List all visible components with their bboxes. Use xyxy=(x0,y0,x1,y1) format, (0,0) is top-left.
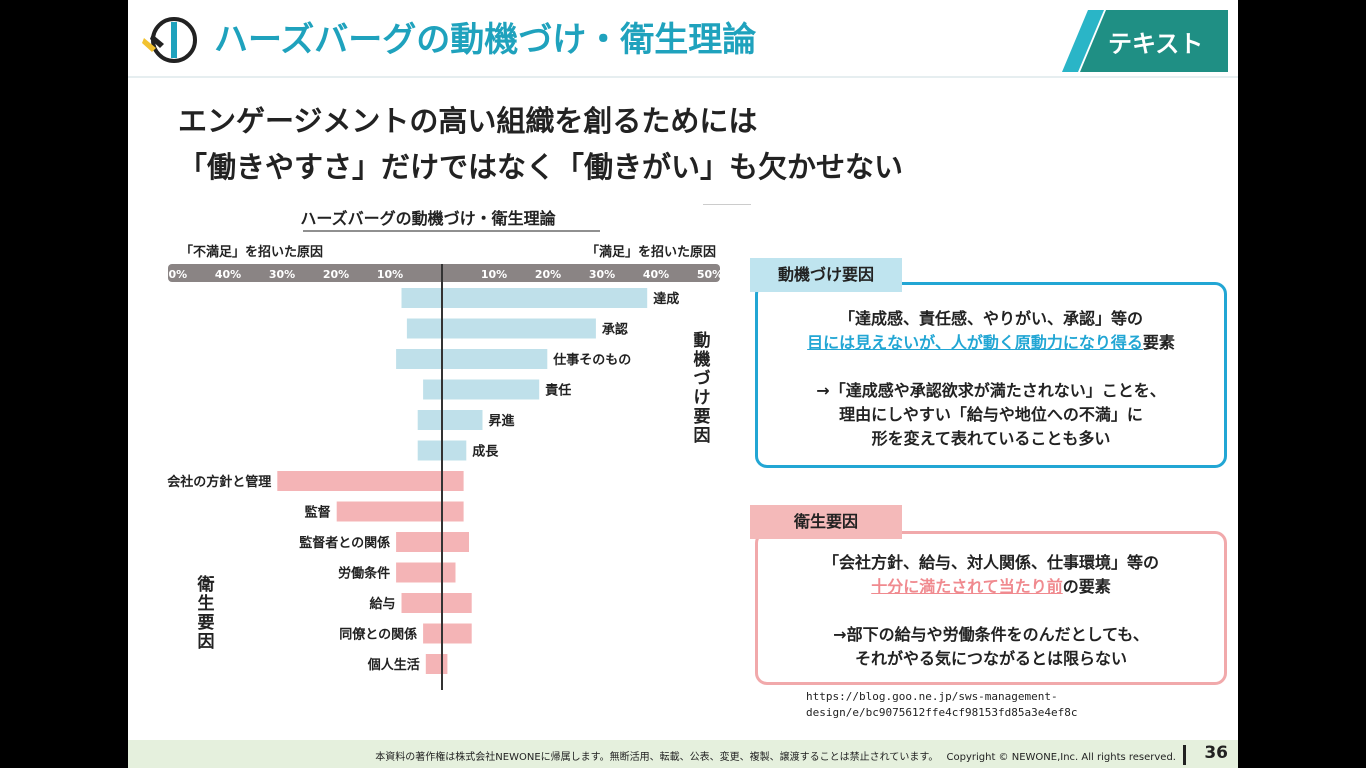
bar-label-hygiene: 労働条件 xyxy=(338,566,390,582)
bar-motivation xyxy=(406,318,596,339)
section-tag: テキスト xyxy=(1058,10,1228,72)
bar-label-motivation: 達成 xyxy=(653,291,679,307)
tick-label-right: 30% xyxy=(589,268,615,281)
bar-label-motivation: 仕事そのもの xyxy=(552,352,631,368)
motivation-line-4: 理由にしやすい「給与や地位への不満」に xyxy=(839,405,1143,424)
hygiene-line-3: →部下の給与や労働条件をのんだとしても、 xyxy=(833,625,1149,644)
headline-line-1: エンゲージメントの高い組織を創るためには xyxy=(178,104,758,138)
bar-motivation xyxy=(417,410,483,430)
copyright-notice: 本資料の著作権は株式会社NEWONEに帰属します。無断活用、転載、公表、変更、複… xyxy=(375,752,1176,763)
bar-label-hygiene: 給与 xyxy=(369,596,395,612)
bar-hygiene xyxy=(425,654,448,674)
motivation-line-2: 目には見えないが、人が動く原動力になり得る要素 xyxy=(758,331,1224,355)
group-label-hygiene: 衛生要因 xyxy=(197,574,215,652)
bar-hygiene xyxy=(396,562,456,583)
motivation-highlight: 目には見えないが、人が動く原動力になり得る xyxy=(807,333,1143,352)
footer-divider xyxy=(1183,745,1186,765)
hygiene-highlight: 十分に満たされて当たり前 xyxy=(871,577,1063,596)
tick-label-left: 50% xyxy=(161,268,187,281)
tick-label-right: 10% xyxy=(481,268,507,281)
tick-label-left: 30% xyxy=(269,268,295,281)
hygiene-line-2: 十分に満たされて当たり前の要素 xyxy=(758,575,1224,599)
tick-label-left: 40% xyxy=(215,268,241,281)
bar-label-hygiene: 監督者との関係 xyxy=(299,535,390,551)
bar-motivation xyxy=(423,379,540,400)
right-axis-label: 「満足」を招いた原因 xyxy=(586,244,716,260)
hygiene-factor-tab: 衛生要因 xyxy=(750,505,902,539)
page-title: ハーズバーグの動機づけ・衛生理論 xyxy=(214,20,757,60)
bar-hygiene xyxy=(423,623,472,644)
bar-label-motivation: 承認 xyxy=(602,322,628,338)
tick-label-right: 50% xyxy=(697,268,723,281)
motivation-factor-box: 「達成感、責任感、やりがい、承認」等の 目には見えないが、人が動く原動力になり得… xyxy=(755,282,1227,468)
decorative-divider xyxy=(703,204,751,205)
source-line-1: https://blog.goo.ne.jp/sws-management- xyxy=(806,690,1058,703)
bar-label-hygiene: 会社の方針と管理 xyxy=(167,474,271,490)
bar-hygiene xyxy=(277,471,464,491)
bar-hygiene xyxy=(401,593,472,613)
bar-label-hygiene: 個人生活 xyxy=(367,657,420,673)
hygiene-line-4: それがやる気につながるとは限らない xyxy=(854,649,1127,668)
bar-label-motivation: 成長 xyxy=(472,444,499,460)
source-line-2: design/e/bc9075612ffe4cf98153fd85a3e4ef8… xyxy=(806,706,1078,719)
group-label-motivation: 動機づけ要因 xyxy=(694,330,711,446)
slide: ハーズバーグの動機づけ・衛生理論 テキスト エンゲージメントの高い組織を創るため… xyxy=(128,0,1238,768)
headline: エンゲージメントの高い組織を創るためには 「働きやすさ」だけではなく「働きがい」… xyxy=(178,98,903,190)
motivation-factor-tab: 動機づけ要因 xyxy=(750,258,902,292)
herzberg-chart: ハーズバーグの動機づけ・衛生理論「不満足」を招いた原因 「満足」を招いた原因 50%… xyxy=(161,209,723,690)
tick-label-right: 20% xyxy=(535,268,561,281)
hygiene-highlight-suffix: の要素 xyxy=(1062,577,1111,596)
tick-label-left: 10% xyxy=(377,268,403,281)
tick-label-left: 20% xyxy=(323,268,349,281)
axis-band xyxy=(168,264,720,282)
left-axis-label: 「不満足」を招いた原因 xyxy=(180,244,323,260)
bar-hygiene xyxy=(396,532,469,552)
source-link[interactable]: https://blog.goo.ne.jp/sws-management- d… xyxy=(806,689,1126,721)
motivation-highlight-suffix: 要素 xyxy=(1142,333,1175,352)
motivation-line-1: 「達成感、責任感、やりがい、承認」等の xyxy=(838,309,1143,328)
bar-label-motivation: 昇進 xyxy=(489,413,515,429)
tick-label-right: 40% xyxy=(643,268,669,281)
chart-title: ハーズバーグの動機づけ・衛生理論 xyxy=(300,209,556,228)
footer: 本資料の著作権は株式会社NEWONEに帰属します。無断活用、転載、公表、変更、複… xyxy=(128,740,1238,768)
hygiene-factor-box: 「会社方針、給与、対人関係、仕事環境」等の 十分に満たされて当たり前の要素 →部… xyxy=(755,531,1227,685)
bar-label-hygiene: 同僚との関係 xyxy=(339,627,417,643)
bar-label-motivation: 責任 xyxy=(545,383,571,399)
newone-logo xyxy=(142,14,202,66)
bar-hygiene xyxy=(336,501,464,522)
page-number: 36 xyxy=(1204,743,1228,763)
header-divider xyxy=(128,76,1238,78)
section-tag-label: テキスト xyxy=(1108,30,1204,58)
bar-motivation xyxy=(401,288,648,308)
bar-label-hygiene: 監督 xyxy=(305,505,331,521)
hygiene-line-1: 「会社方針、給与、対人関係、仕事環境」等の xyxy=(822,553,1159,572)
motivation-line-3: →「達成感や承認欲求が満たされない」ことを、 xyxy=(816,381,1166,400)
motivation-line-5: 形を変えて表れていることも多い xyxy=(871,429,1111,448)
headline-line-2: 「働きやすさ」だけではなく「働きがい」も欠かせない xyxy=(178,150,904,184)
bar-motivation xyxy=(396,349,548,369)
